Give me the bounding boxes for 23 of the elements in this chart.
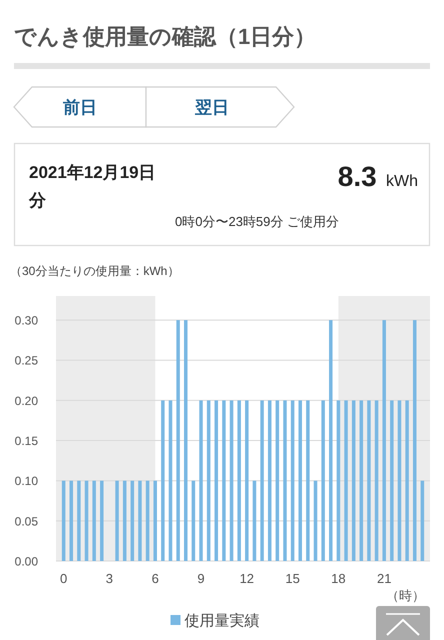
x-tick-label: 9 xyxy=(197,571,205,586)
xlabel: （時） xyxy=(386,588,425,603)
x-tick-label: 18 xyxy=(331,571,346,586)
button-prev: 前日 xyxy=(13,86,147,128)
title: でんき使用量の確認（1日分） xyxy=(14,24,316,49)
y-tick-label: 0.25 xyxy=(14,354,38,368)
usage-card: 2021年12月19日分 8.3 kWh 0時0分〜23時59分 ご使用分 xyxy=(14,142,430,246)
y-tick-label: 0.00 xyxy=(14,554,38,568)
y-tick-label: 0.10 xyxy=(14,474,38,488)
y-tick-label: 0.20 xyxy=(14,394,38,408)
y-tick-label: 0.30 xyxy=(14,314,38,328)
x-tick-label: 12 xyxy=(240,571,254,586)
x-tick-label: 21 xyxy=(376,571,392,586)
legend: 使用量実績 xyxy=(170,612,260,630)
button-next: 翌日 xyxy=(145,86,295,128)
x-tick-label: 15 xyxy=(285,571,300,586)
y-tick-label: 0.15 xyxy=(14,434,38,448)
legend-label: 使用量実績 xyxy=(184,612,260,630)
x-tick-label: 0 xyxy=(60,571,68,586)
x-tick-label: 3 xyxy=(106,571,114,586)
x-tick-label: 6 xyxy=(152,571,159,586)
ylabel: （30分当たりの使用量：kWh） xyxy=(10,264,180,278)
y-tick-label: 0.05 xyxy=(14,514,38,528)
